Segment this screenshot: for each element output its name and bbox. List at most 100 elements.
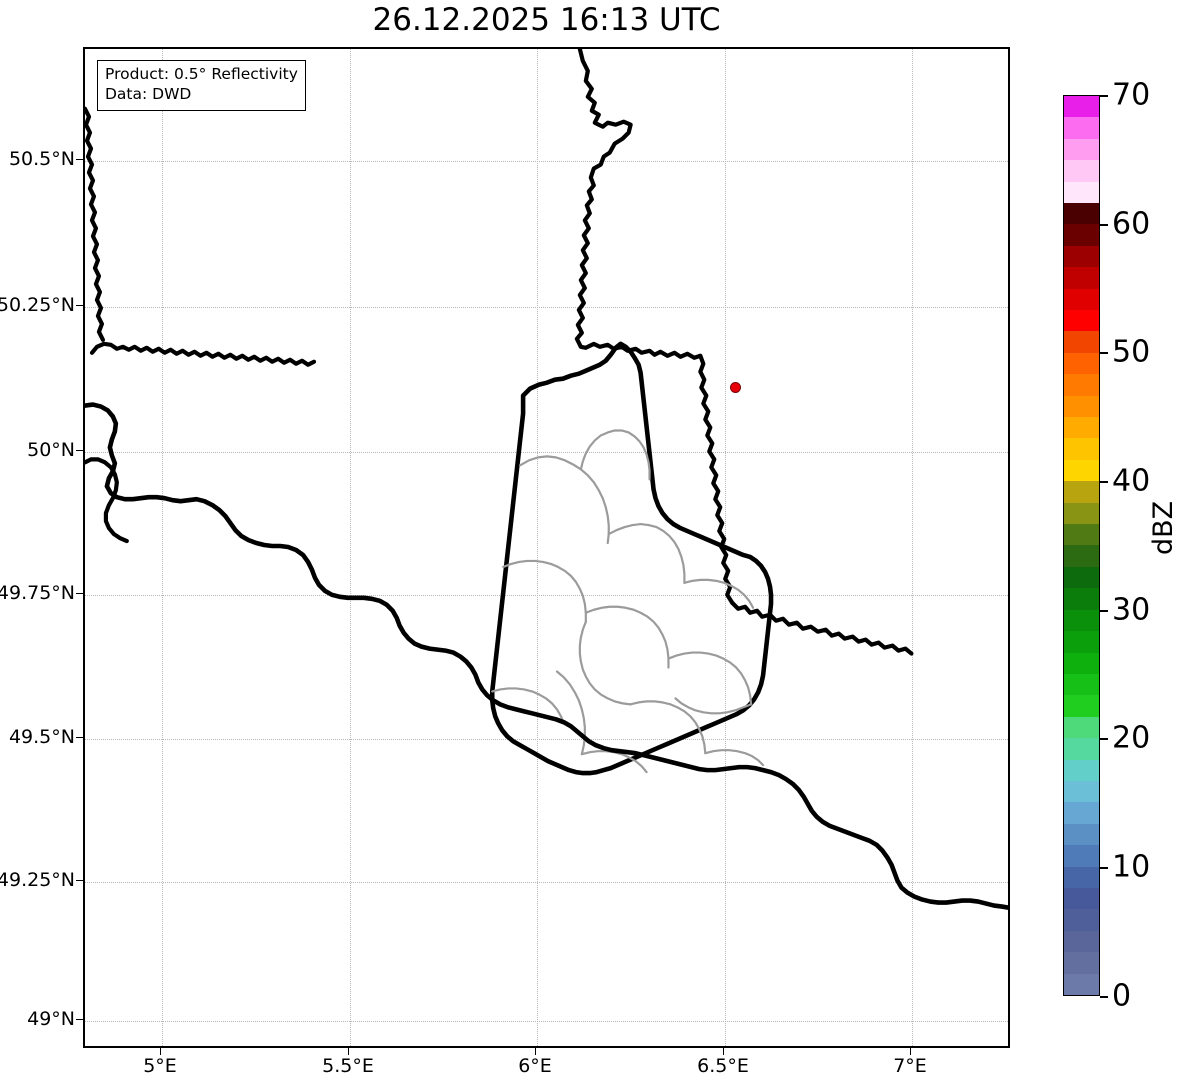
- colorbar-band-0: [1064, 973, 1099, 995]
- gridline-lon-5: [162, 49, 163, 1046]
- colorbar-tick-30: [1100, 610, 1108, 612]
- border-germany-northeast-segment: [730, 600, 914, 656]
- xtick-label-5_5: 5.5°E: [322, 1055, 374, 1077]
- ytick-mark-50_25: [76, 305, 83, 306]
- xtick-label-6_5: 6.5°E: [697, 1055, 749, 1077]
- gridline-lat-50_25: [85, 307, 1008, 308]
- ytick-label-49_75: 49.75°N: [0, 582, 75, 604]
- ytick-label-50: 50°N: [27, 439, 75, 461]
- info-data-line: Data: DWD: [105, 84, 192, 103]
- xtick-mark-7: [910, 1048, 911, 1055]
- colorbar-band-11: [1064, 738, 1099, 760]
- colorbar-band-40: [1064, 117, 1099, 139]
- colorbar-band-5: [1064, 866, 1099, 888]
- xtick-label-7: 7°E: [893, 1055, 927, 1077]
- colorbar-tick-60: [1100, 224, 1108, 226]
- colorbar-band-15: [1064, 652, 1099, 674]
- luxembourg-national-border: [489, 341, 774, 776]
- radar-site-marker[interactable]: [730, 382, 741, 393]
- canton-boundary-center-1: [584, 605, 670, 669]
- xtick-label-6: 6°E: [518, 1055, 552, 1077]
- gridline-lat-49_25: [85, 882, 1008, 883]
- colorbar-band-6: [1064, 845, 1099, 867]
- colorbar-band-36: [1064, 202, 1099, 225]
- colorbar-axis-label: dBZ: [1148, 500, 1179, 555]
- canton-boundary-south-1: [629, 700, 707, 755]
- reflectivity-colorbar[interactable]: [1063, 95, 1100, 996]
- radar-map-plot[interactable]: Product: 0.5° Reflectivity Data: DWD: [83, 47, 1010, 1048]
- colorbar-label-30: 30: [1112, 592, 1151, 628]
- gridline-lat-49: [85, 1021, 1008, 1022]
- xtick-mark-5: [160, 1048, 161, 1055]
- colorbar-band-17: [1064, 609, 1099, 632]
- canton-boundary-west-lower: [491, 687, 566, 725]
- canton-boundary-south-2: [555, 670, 586, 756]
- colorbar-label-60: 60: [1112, 206, 1151, 242]
- colorbar-band-14: [1064, 673, 1099, 696]
- colorbar-bands: [1064, 95, 1099, 995]
- border-belgium-france: [85, 402, 1008, 910]
- page-title: 26.12.2025 16:13 UTC: [372, 2, 721, 38]
- xtick-label-5: 5°E: [143, 1055, 177, 1077]
- canton-boundary-north-1: [519, 455, 610, 545]
- colorbar-band-4: [1064, 887, 1099, 910]
- colorbar-label-0: 0: [1112, 978, 1132, 1014]
- gridline-lon-5_5: [350, 49, 351, 1046]
- colorbar-tick-40: [1100, 481, 1108, 483]
- info-product-line: Product: 0.5° Reflectivity: [105, 65, 298, 83]
- colorbar-tick-70: [1100, 95, 1108, 97]
- canton-boundary-southeast: [704, 749, 765, 767]
- ytick-label-49_25: 49.25°N: [0, 869, 75, 891]
- colorbar-band-38: [1064, 160, 1099, 182]
- colorbar-band-27: [1064, 395, 1099, 418]
- colorbar-band-8: [1064, 802, 1099, 824]
- colorbar-band-31: [1064, 310, 1099, 332]
- colorbar-band-25: [1064, 438, 1099, 460]
- xtick-mark-5_5: [348, 1048, 349, 1055]
- colorbar-band-34: [1064, 245, 1099, 268]
- colorbar-band-33: [1064, 267, 1099, 289]
- ytick-mark-50_5: [76, 159, 83, 160]
- colorbar-band-35: [1064, 224, 1099, 246]
- colorbar-band-12: [1064, 716, 1099, 739]
- gridline-lat-49_5: [85, 739, 1008, 740]
- border-belgium-west-upper: [89, 341, 317, 367]
- canton-boundary-west-mid: [502, 559, 587, 623]
- border-west-inset-fragment: [85, 457, 129, 544]
- canton-boundary-east-1: [683, 578, 755, 609]
- ytick-mark-49_25: [76, 880, 83, 881]
- colorbar-tick-50: [1100, 352, 1108, 354]
- colorbar-label-70: 70: [1112, 77, 1151, 113]
- xtick-mark-6_5: [723, 1048, 724, 1055]
- colorbar-band-1: [1064, 952, 1099, 974]
- colorbar-band-37: [1064, 181, 1099, 203]
- colorbar-band-7: [1064, 823, 1099, 846]
- gridline-lat-50_5: [85, 161, 1008, 162]
- canton-boundary-clervaux: [579, 429, 651, 481]
- border-belgium-germany-north: [574, 49, 735, 605]
- colorbar-band-16: [1064, 631, 1099, 653]
- ytick-mark-49: [76, 1019, 83, 1020]
- colorbar-band-28: [1064, 374, 1099, 396]
- ytick-mark-49_5: [76, 737, 83, 738]
- colorbar-label-40: 40: [1112, 463, 1151, 499]
- colorbar-band-30: [1064, 331, 1099, 353]
- ytick-label-49: 49°N: [27, 1008, 75, 1030]
- ytick-label-50_5: 50.5°N: [8, 148, 75, 170]
- ytick-label-50_25: 50.25°N: [0, 294, 75, 316]
- product-info-box: Product: 0.5° Reflectivity Data: DWD: [97, 60, 306, 111]
- colorbar-band-10: [1064, 759, 1099, 781]
- ytick-label-49_5: 49.5°N: [8, 726, 75, 748]
- canton-boundary-center-2: [667, 651, 753, 706]
- colorbar-tick-10: [1100, 867, 1108, 869]
- colorbar-band-2: [1064, 930, 1099, 953]
- ytick-mark-50: [76, 450, 83, 451]
- colorbar-band-24: [1064, 459, 1099, 482]
- colorbar-label-10: 10: [1112, 849, 1151, 885]
- colorbar-band-18: [1064, 588, 1099, 610]
- colorbar-band-9: [1064, 780, 1099, 803]
- ytick-mark-49_75: [76, 593, 83, 594]
- colorbar-band-19: [1064, 566, 1099, 589]
- canton-boundary-north-2: [607, 522, 686, 584]
- colorbar-label-50: 50: [1112, 334, 1151, 370]
